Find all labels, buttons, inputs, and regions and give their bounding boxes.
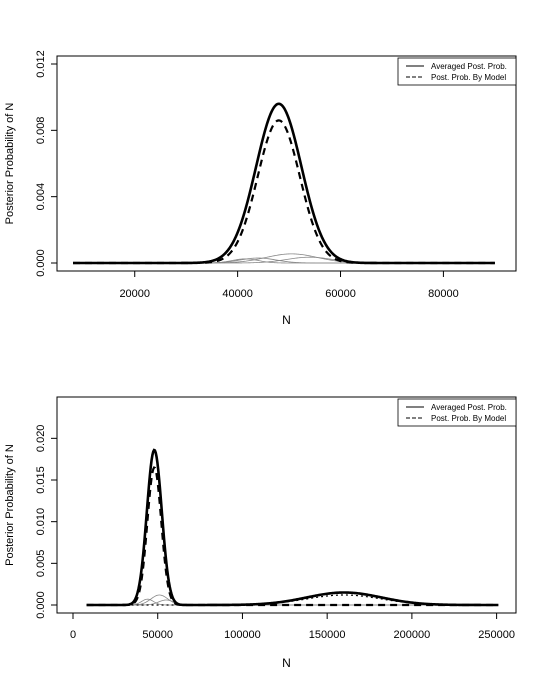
legend-label-2: Post. Prob. By Model — [431, 73, 506, 82]
chart-2: 0 50000 100000 150000 200000 250000 0.000 0.005… — [4, 396, 517, 670]
plot-frame — [56, 396, 517, 614]
x-axis-title: N — [282, 656, 291, 670]
y-tick-label: 0.004 — [35, 183, 47, 211]
legend-label-1: Averaged Post. Prob. — [431, 403, 507, 412]
x-tick-label: 100000 — [224, 629, 261, 641]
x-tick-label: 250000 — [478, 629, 515, 641]
x-tick-label: 80000 — [428, 288, 459, 300]
series-averaged-post-prob — [86, 448, 499, 607]
x-axis: 20000 40000 60000 80000 — [119, 270, 459, 300]
series-post-prob-by-model — [86, 466, 499, 607]
x-tick-label: 40000 — [222, 288, 253, 300]
legend-box — [397, 57, 517, 86]
series-group — [73, 102, 495, 265]
x-axis: 0 50000 100000 150000 200000 250000 — [70, 612, 515, 641]
series-model-curve — [73, 253, 495, 264]
x-tick-label: 50000 — [142, 629, 173, 641]
y-tick-label: 0.000 — [35, 591, 47, 619]
y-tick-label: 0.008 — [35, 117, 47, 145]
y-axis: 0.000 0.005 0.010 0.015 0.020 — [35, 425, 58, 619]
x-tick-label: 0 — [70, 629, 76, 641]
series-post-prob-by-model — [73, 119, 495, 265]
series-group — [86, 448, 499, 607]
legend: Averaged Post. Prob. Post. Prob. By Model — [397, 57, 517, 86]
series-model-curve — [86, 594, 499, 606]
y-tick-label: 0.005 — [35, 550, 47, 578]
legend: Averaged Post. Prob. Post. Prob. By Model — [397, 398, 517, 427]
y-tick-label: 0.012 — [35, 50, 47, 78]
y-tick-label: 0.020 — [35, 425, 47, 453]
series-averaged-post-prob — [73, 102, 495, 265]
y-axis-title: Posterior Probability of N — [4, 444, 16, 566]
y-tick-label: 0.010 — [35, 508, 47, 536]
plot-frame — [56, 55, 517, 272]
y-axis: 0.000 0.004 0.008 0.012 — [35, 50, 58, 277]
legend-label-1: Averaged Post. Prob. — [431, 62, 507, 71]
legend-box — [397, 398, 517, 427]
x-tick-label: 60000 — [325, 288, 356, 300]
y-tick-label: 0.015 — [35, 466, 47, 494]
y-tick-label: 0.000 — [35, 249, 47, 277]
y-axis-title: Posterior Probability of N — [4, 103, 16, 225]
x-tick-label: 150000 — [309, 629, 346, 641]
x-tick-label: 20000 — [119, 288, 150, 300]
legend-label-2: Post. Prob. By Model — [431, 414, 506, 423]
x-axis-title: N — [282, 313, 291, 327]
chart-1: 20000 40000 60000 80000 0.000 0.004 0.008 0.012… — [4, 50, 517, 327]
x-tick-label: 200000 — [394, 629, 431, 641]
